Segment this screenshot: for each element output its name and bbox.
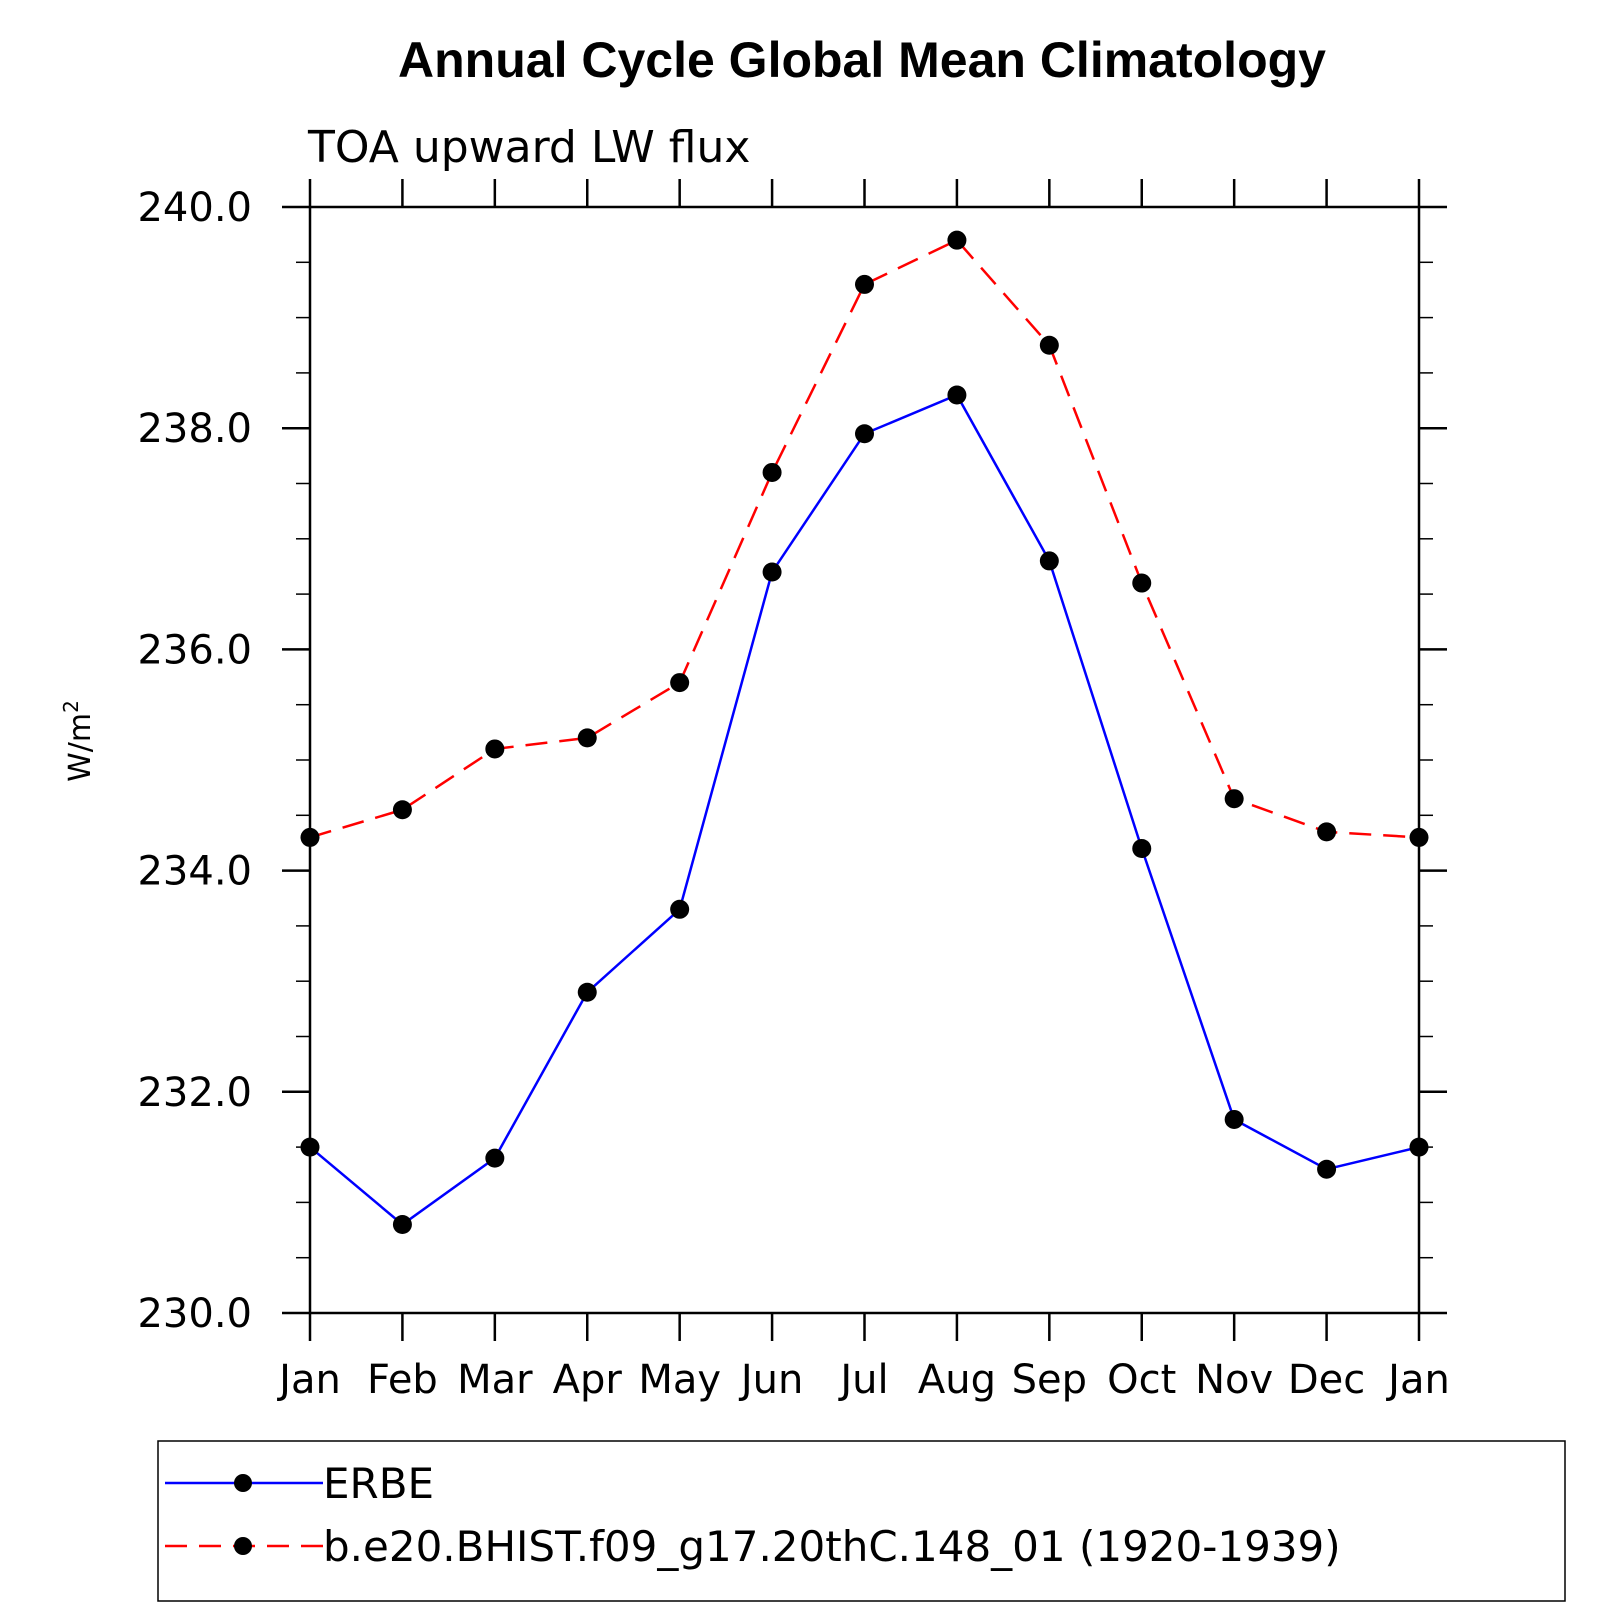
series-1-point xyxy=(762,462,782,482)
legend-label-model: b.e20.BHIST.f09_g17.20thC.148_01 (1920-1… xyxy=(323,1522,1341,1571)
y-tick-label: 236.0 xyxy=(137,627,252,673)
legend-label-erbe: ERBE xyxy=(323,1459,434,1508)
x-tick-label: Jan xyxy=(1385,1357,1450,1403)
series-0-point xyxy=(855,424,874,444)
chart-title: Annual Cycle Global Mean Climatology xyxy=(398,32,1326,88)
chart-subtitle: TOA upward LW flux xyxy=(307,122,750,173)
series-0-point xyxy=(947,385,967,405)
x-tick-label: Oct xyxy=(1107,1357,1176,1403)
series-1-point xyxy=(1132,573,1152,593)
series-0-point xyxy=(1409,1137,1429,1157)
y-axis-label-superscript: 2 xyxy=(59,700,83,713)
series-0-point xyxy=(1039,551,1059,571)
x-tick-label: Jan xyxy=(276,1357,341,1403)
series-1-point xyxy=(855,274,874,294)
series-0-point xyxy=(1317,1159,1337,1179)
series-1-point xyxy=(670,673,690,693)
x-tick-label: Feb xyxy=(367,1357,438,1403)
series-1-point xyxy=(1409,827,1429,847)
y-tick-label: 240.0 xyxy=(137,185,252,231)
x-tick-label: Aug xyxy=(918,1357,996,1403)
legend: ERBE b.e20.BHIST.f09_g17.20thC.148_01 (1… xyxy=(157,1440,1566,1602)
legend-marker-erbe xyxy=(234,1474,252,1492)
series-0-point xyxy=(1224,1109,1244,1129)
x-tick-label: Apr xyxy=(553,1357,623,1403)
y-tick-label: 238.0 xyxy=(137,406,252,452)
x-tick-label: May xyxy=(638,1357,721,1403)
series-0-point xyxy=(670,899,690,919)
series-1-point xyxy=(947,230,967,250)
y-tick-label: 234.0 xyxy=(137,849,252,895)
series-1-point xyxy=(300,827,320,847)
x-tick-label: Nov xyxy=(1195,1357,1273,1403)
y-axis-label-text: W/m xyxy=(63,713,98,782)
series-1-point xyxy=(577,728,597,748)
y-tick-label: 230.0 xyxy=(137,1291,252,1337)
y-axis-label: W/m2 xyxy=(59,700,98,782)
series-0-point xyxy=(392,1215,412,1235)
x-tick-label: Dec xyxy=(1288,1357,1365,1403)
legend-marker-model xyxy=(234,1537,252,1555)
x-tick-label: Jul xyxy=(837,1357,888,1403)
series-0-point xyxy=(485,1148,505,1168)
y-tick-label: 232.0 xyxy=(137,1070,252,1116)
x-tick-label: Sep xyxy=(1012,1357,1087,1403)
series-0-point xyxy=(1132,838,1152,858)
series-0-point xyxy=(300,1137,320,1157)
series-layer xyxy=(300,230,1429,1235)
legend-box xyxy=(157,1440,1566,1602)
series-1-point xyxy=(392,800,412,820)
series-line-0 xyxy=(309,393,1420,1227)
series-0-point xyxy=(577,982,597,1002)
x-tick-label: Mar xyxy=(457,1357,533,1403)
series-0-point xyxy=(762,562,782,582)
svg-text:W/m2: W/m2 xyxy=(59,700,98,782)
series-1-point xyxy=(485,739,505,759)
series-1-point xyxy=(1317,822,1337,842)
series-1-point xyxy=(1224,789,1244,809)
series-line-1 xyxy=(309,238,1420,839)
x-tick-label: Jun xyxy=(738,1357,804,1403)
axes: Jan Feb Mar Apr May Jun Jul Aug Sep Oct Nov Dec Jan 2… xyxy=(137,179,1450,1403)
series-1-point xyxy=(1039,335,1059,355)
